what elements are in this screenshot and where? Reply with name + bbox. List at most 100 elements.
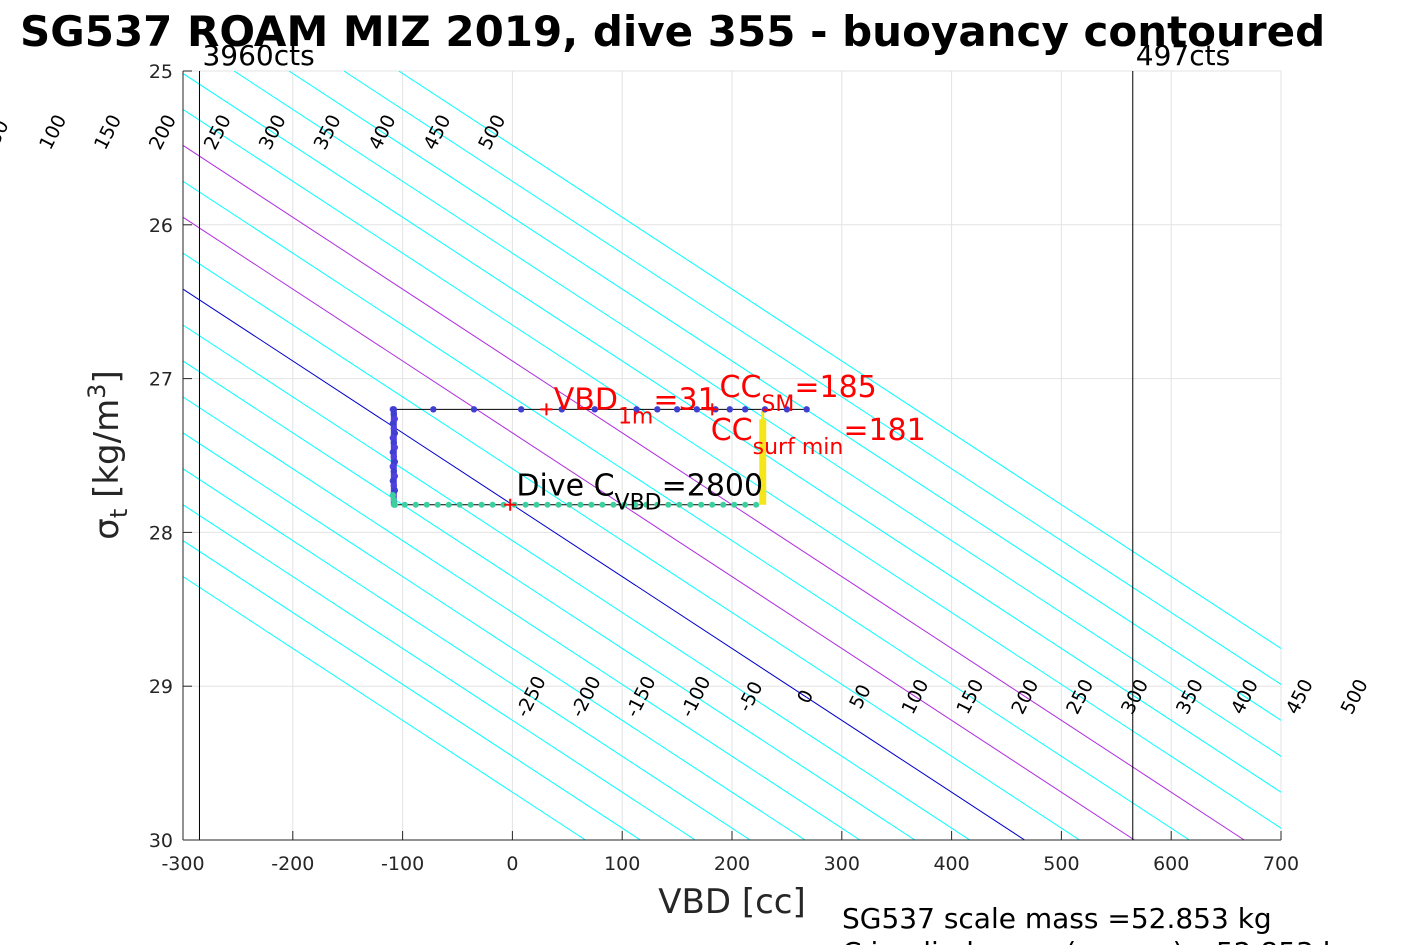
x-tick-label: -200 xyxy=(271,853,314,875)
x-tick-label: 0 xyxy=(506,853,518,875)
data-point xyxy=(517,406,525,413)
x-axis-label: VBD [cc] xyxy=(658,882,806,922)
data-point xyxy=(555,501,562,508)
data-point xyxy=(698,501,705,508)
data-point xyxy=(803,406,810,413)
data-point xyxy=(783,406,791,413)
data-point xyxy=(687,501,694,508)
data-point xyxy=(633,406,640,413)
data-point xyxy=(632,501,639,508)
annotation-value: =31 xyxy=(653,382,716,417)
data-point xyxy=(389,477,397,485)
data-point xyxy=(742,501,749,508)
annotation-main: VBD xyxy=(554,382,618,417)
data-point xyxy=(731,501,738,508)
annotation-main: CC xyxy=(720,370,762,405)
contour-line xyxy=(183,180,1190,840)
marker-plus xyxy=(540,403,553,416)
vbd-limit-label: 497cts xyxy=(1136,39,1230,72)
data-point xyxy=(761,406,769,413)
data-point xyxy=(390,425,398,432)
annotation-subscript: surf min xyxy=(753,435,844,460)
x-tick-label: -100 xyxy=(381,853,424,875)
vbd-limit-label: 3960cts xyxy=(202,39,314,72)
data-point xyxy=(401,501,408,508)
y-tick-label: 27 xyxy=(149,369,173,391)
y-tick-label: 29 xyxy=(149,676,173,698)
data-point xyxy=(467,501,474,508)
data-point xyxy=(389,449,397,456)
data-point xyxy=(390,439,398,446)
data-point xyxy=(665,501,672,508)
data-point xyxy=(654,406,661,413)
y-axis-label: σt [kg/m3] xyxy=(83,370,133,539)
data-point xyxy=(389,491,397,499)
data-point xyxy=(390,453,398,461)
data-point xyxy=(726,406,734,413)
data-point xyxy=(470,406,478,413)
x-tick-label: 300 xyxy=(824,853,860,875)
data-point xyxy=(390,496,398,504)
x-tick-label: 700 xyxy=(1263,853,1299,875)
data-point xyxy=(445,501,452,508)
data-point xyxy=(693,406,701,413)
data-point xyxy=(654,501,661,508)
contour-label-top: 50 xyxy=(0,117,14,149)
y-label-unit: [kg/m xyxy=(87,399,127,509)
x-tick-label: -300 xyxy=(161,853,204,875)
footer-implied-mass: C implied mass (approx) =52.853 kg xyxy=(842,936,1357,945)
contour-line xyxy=(183,432,806,840)
annotation-value: =2800 xyxy=(662,468,763,503)
data-point xyxy=(741,406,749,413)
marker-plus xyxy=(706,403,719,416)
data-point xyxy=(709,501,716,508)
contour-label-top: 100 xyxy=(35,111,71,153)
data-point xyxy=(591,406,598,413)
contour-line xyxy=(183,108,1281,829)
annotation-main: Dive C xyxy=(516,468,614,503)
data-point xyxy=(610,501,617,508)
data-point xyxy=(423,501,430,508)
contour-line xyxy=(183,324,971,840)
data-point xyxy=(673,406,681,413)
contour-line xyxy=(183,468,751,840)
data-point xyxy=(489,501,496,508)
annotation: CCSM=185 xyxy=(720,370,877,417)
contour-label-bottom: 500 xyxy=(1337,676,1373,718)
contour-lines xyxy=(183,71,1281,840)
data-point xyxy=(390,410,398,418)
contour-line xyxy=(183,540,641,840)
data-point xyxy=(389,434,397,442)
data-point xyxy=(478,501,485,508)
data-point xyxy=(389,420,397,427)
annotation-main: CC xyxy=(711,413,753,448)
x-tick-label: 100 xyxy=(604,853,640,875)
contour-line xyxy=(183,288,1025,840)
data-point xyxy=(456,501,463,508)
data-point xyxy=(500,501,507,508)
data-point xyxy=(389,463,397,470)
vbd-limit-lines: 3960cts 497cts xyxy=(198,39,1230,840)
y-label-unit-close: ] xyxy=(87,370,127,383)
x-tick-label: 600 xyxy=(1153,853,1189,875)
data-point xyxy=(522,501,529,508)
annotation: VBD1m=31 xyxy=(554,382,717,429)
data-point xyxy=(676,501,683,508)
contour-label-top: 200 xyxy=(145,111,181,153)
contour-line xyxy=(183,252,1080,840)
data-point xyxy=(390,406,398,413)
annotation-subscript: SM xyxy=(761,392,794,417)
data-point xyxy=(643,501,650,508)
y-tick-label: 30 xyxy=(149,830,173,852)
contour-line xyxy=(183,360,916,840)
contour-line xyxy=(183,144,1245,840)
annotation: CCsurf min=181 xyxy=(711,413,926,460)
y-label-unit-sup: 3 xyxy=(83,384,111,399)
y-tick-label: 26 xyxy=(149,215,173,237)
data-point xyxy=(533,501,540,508)
contour-label-top: 150 xyxy=(90,111,126,153)
y-label-subscript: t xyxy=(105,509,133,518)
contour-line xyxy=(398,71,1281,650)
y-label-symbol: σ xyxy=(87,518,127,540)
x-tick-label: 500 xyxy=(1043,853,1079,875)
